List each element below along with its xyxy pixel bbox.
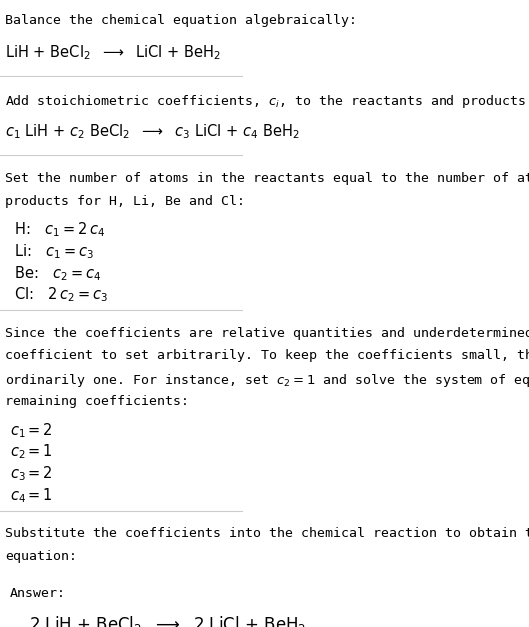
- Text: products for H, Li, Be and Cl:: products for H, Li, Be and Cl:: [5, 194, 245, 208]
- Text: Balance the chemical equation algebraically:: Balance the chemical equation algebraica…: [5, 14, 357, 26]
- Text: equation:: equation:: [5, 550, 77, 563]
- Text: LiH + BeCl$_2$  $\longrightarrow$  LiCl + BeH$_2$: LiH + BeCl$_2$ $\longrightarrow$ LiCl + …: [5, 44, 221, 62]
- Text: Li:   $c_1 = c_3$: Li: $c_1 = c_3$: [10, 242, 94, 261]
- Text: Since the coefficients are relative quantities and underdetermined, choose a: Since the coefficients are relative quan…: [5, 327, 529, 340]
- Text: $c_1$ LiH + $c_2$ BeCl$_2$  $\longrightarrow$  $c_3$ LiCl + $c_4$ BeH$_2$: $c_1$ LiH + $c_2$ BeCl$_2$ $\longrightar…: [5, 123, 299, 141]
- Text: remaining coefficients:: remaining coefficients:: [5, 395, 189, 408]
- Text: Substitute the coefficients into the chemical reaction to obtain the balanced: Substitute the coefficients into the che…: [5, 527, 529, 540]
- Text: ordinarily one. For instance, set $c_2 = 1$ and solve the system of equations fo: ordinarily one. For instance, set $c_2 =…: [5, 372, 529, 389]
- Text: coefficient to set arbitrarily. To keep the coefficients small, the arbitrary va: coefficient to set arbitrarily. To keep …: [5, 349, 529, 362]
- Text: $c_4 = 1$: $c_4 = 1$: [10, 487, 52, 505]
- Text: 2 LiH + BeCl$_2$  $\longrightarrow$  2 LiCl + BeH$_2$: 2 LiH + BeCl$_2$ $\longrightarrow$ 2 LiC…: [29, 614, 306, 627]
- Text: Cl:   $2\,c_2 = c_3$: Cl: $2\,c_2 = c_3$: [10, 286, 108, 304]
- Text: $c_2 = 1$: $c_2 = 1$: [10, 443, 52, 461]
- Text: H:   $c_1 = 2\,c_4$: H: $c_1 = 2\,c_4$: [10, 220, 105, 239]
- FancyBboxPatch shape: [3, 573, 121, 627]
- Text: $c_3 = 2$: $c_3 = 2$: [10, 465, 52, 483]
- Text: Set the number of atoms in the reactants equal to the number of atoms in the: Set the number of atoms in the reactants…: [5, 172, 529, 185]
- Text: Answer:: Answer:: [10, 587, 66, 599]
- Text: $c_1 = 2$: $c_1 = 2$: [10, 421, 52, 440]
- Text: Be:   $c_2 = c_4$: Be: $c_2 = c_4$: [10, 264, 101, 283]
- Text: Add stoichiometric coefficients, $c_i$, to the reactants and products:: Add stoichiometric coefficients, $c_i$, …: [5, 93, 529, 110]
